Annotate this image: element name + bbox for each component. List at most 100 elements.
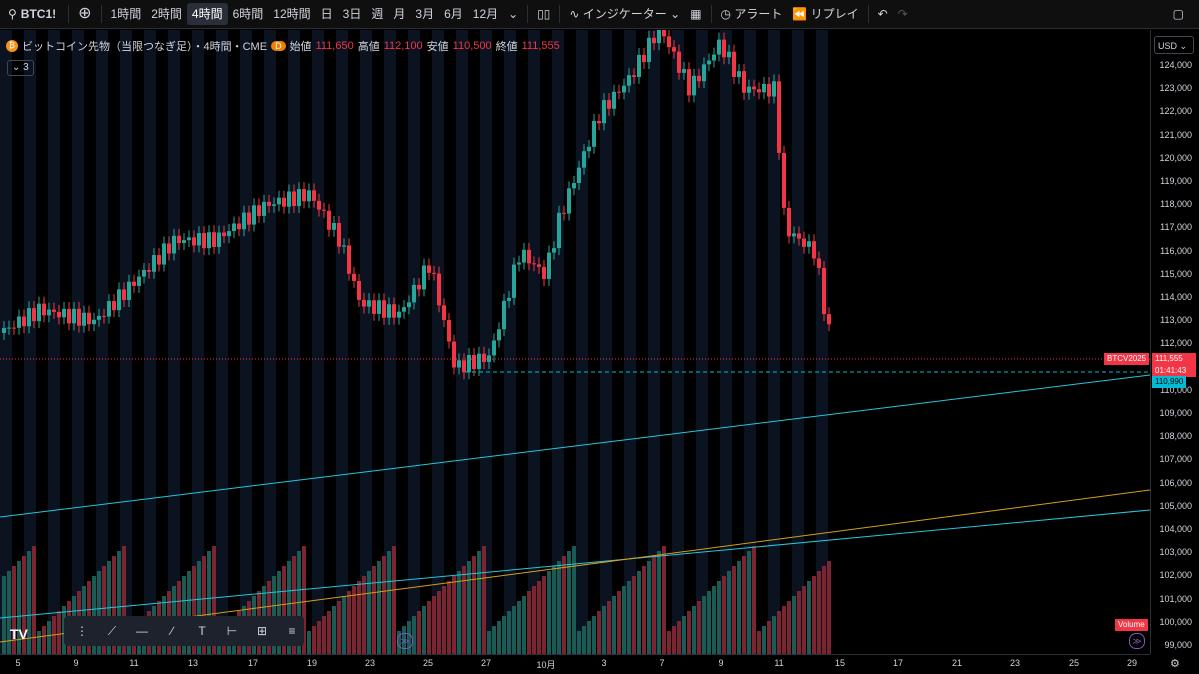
volume-bar [712,586,716,654]
interval-11[interactable]: 12月 [468,3,503,25]
contract-tag: BTCV2025 [1104,353,1149,365]
interval-7[interactable]: 週 [366,3,388,25]
candle-body [612,92,616,109]
undo-icon[interactable]: ↶ [873,3,893,25]
date-tick: 7 [659,658,664,668]
chevron-down-icon[interactable]: ⌄ [503,3,523,25]
range-icon[interactable]: ⊢ [220,624,244,638]
fullscreen-icon[interactable]: ▢ [1168,3,1189,25]
horizontal-line-icon[interactable]: — [130,624,154,638]
bitcoin-icon: ₿ [6,40,18,52]
price-tick: 105,000 [1159,501,1192,511]
candle-body [602,100,606,123]
interval-9[interactable]: 3月 [410,3,439,25]
volume-bar [427,601,431,654]
price-axis[interactable]: 124,000 123,000 122,000 121,000 120,000 119,0… [1150,30,1199,654]
replay-button[interactable]: ⏪ リプレイ [787,3,863,25]
ray-icon[interactable]: ∕ [160,624,184,638]
candle-body [767,84,771,97]
candle-body [87,313,91,324]
volume-bar [707,591,711,654]
candle-body [442,305,446,320]
candle-body [217,233,221,247]
candle-body [802,239,806,247]
candle-body [727,52,731,58]
volume-bar [447,581,451,654]
candle-body [297,189,301,206]
date-tick: 11 [129,658,138,668]
redo-icon[interactable]: ↷ [893,3,913,25]
volume-bar [822,566,826,654]
candle-body [422,265,426,289]
price-tick: 124,000 [1159,60,1192,70]
jump-latest-icon[interactable]: ≫ [1129,633,1145,649]
trend-line-icon[interactable]: ⟋ [100,624,124,639]
session-band [672,30,684,654]
session-band [720,30,732,654]
session-band [336,30,348,654]
interval-5[interactable]: 日 [316,3,338,25]
volume-bar [357,581,361,654]
time-axis[interactable]: 5 9 11 13 17 19 23 25 27 10月 3 7 9 11 15 17 21 23 25 29 [0,654,1150,674]
layout-grid-icon[interactable]: ▦ [685,3,706,25]
volume-bar [312,626,316,654]
candle-type-icon[interactable]: ▯▯ [532,3,555,25]
symbol-search[interactable]: ⚲ BTC1! [0,7,64,21]
volume-bar [662,546,666,654]
indicator-collapse-button[interactable]: ⌄ 3 [7,60,34,76]
candle-body [677,52,681,73]
volume-bar [582,626,586,654]
compare-add-icon[interactable]: ⊕ [73,3,96,25]
date-tick: 3 [601,658,606,668]
interval-0[interactable]: 1時間 [106,3,147,25]
candle-body [497,329,501,340]
candle-body [557,213,561,248]
interval-4[interactable]: 12時間 [268,3,315,25]
crosshair-icon[interactable]: ⊞ [250,624,274,638]
interval-3[interactable]: 6時間 [228,3,269,25]
candle-body [172,236,176,254]
chart-legend: ₿ ビットコイン先物（当限つなぎ足）・4時間・CME D 始値 111,650 高… [6,38,560,54]
candle-body [147,270,151,272]
interval-2[interactable]: 4時間 [187,3,228,25]
candle-body [402,307,406,312]
volume-bar [477,551,481,654]
volume-bar [657,551,661,654]
price-chart[interactable] [0,30,1150,654]
drag-handle-icon[interactable]: ⋮ [70,624,94,638]
interval-1[interactable]: 2時間 [146,3,187,25]
volume-bar [647,561,651,654]
lines-icon[interactable]: ≡ [280,624,304,638]
price-tick: 118,000 [1160,199,1192,209]
candle-body [117,289,121,310]
candle-body [92,320,96,324]
indicators-button[interactable]: ∿ インジケーター ⌄ [564,3,685,25]
interval-8[interactable]: 月 [388,3,410,25]
candle-body [452,342,456,368]
interval-10[interactable]: 6月 [439,3,468,25]
candle-body [62,309,66,317]
currency-select[interactable]: USD ⌄ [1154,36,1194,54]
volume-bar [472,556,476,654]
price-tick: 100,000 [1159,617,1192,627]
volume-bar [667,631,671,654]
candle-body [2,328,6,333]
legend-title: ビットコイン先物（当限つなぎ足）・4時間・CME [22,38,267,54]
candle-body [697,76,701,81]
volume-bar [387,551,391,654]
candle-body [672,47,676,51]
candle-body [747,87,751,93]
volume-bar [737,561,741,654]
volume-bar [527,591,531,654]
candle-body [707,61,711,65]
text-icon[interactable]: T [190,624,214,638]
interval-6[interactable]: 3日 [338,3,367,25]
close-label: 終値 [496,38,518,54]
settings-gear-icon[interactable]: ⚙ [1170,657,1180,670]
jump-icon[interactable]: ≫ [397,633,413,649]
candle-body [17,317,21,328]
volume-bar [782,606,786,654]
volume-bar [767,621,771,654]
volume-bar [332,606,336,654]
alert-button[interactable]: ◷ アラート [716,3,788,25]
